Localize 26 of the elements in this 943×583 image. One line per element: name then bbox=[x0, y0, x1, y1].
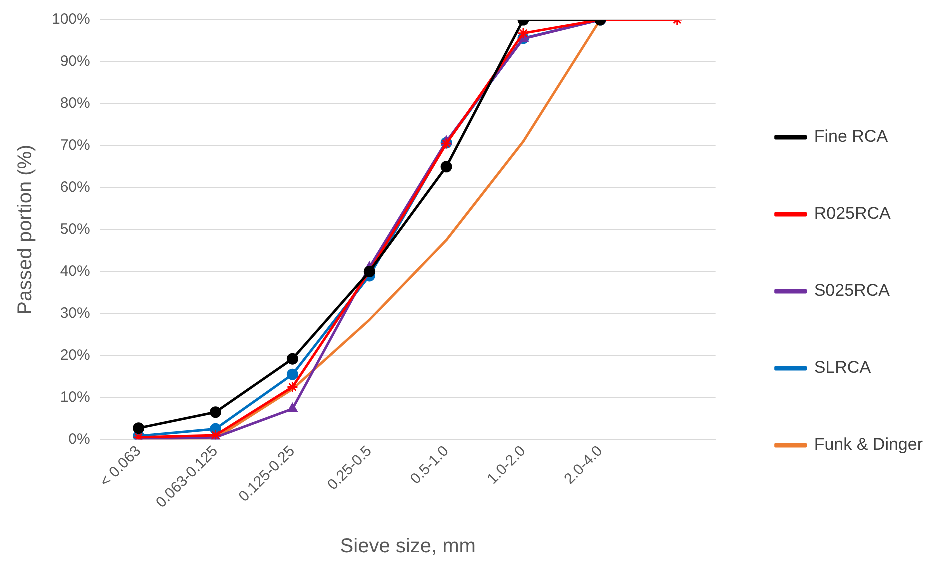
y-tick-label: 100% bbox=[52, 11, 90, 28]
y-tick-label: 80% bbox=[60, 95, 90, 112]
legend-label: S025RCA bbox=[814, 281, 891, 300]
y-tick-label: 0% bbox=[68, 430, 90, 448]
y-axis-title: Passed portion (%) bbox=[14, 144, 37, 315]
x-axis-title: Sieve size, mm bbox=[340, 536, 476, 558]
legend-label: SLRCA bbox=[814, 358, 872, 378]
y-tick-label: 60% bbox=[60, 179, 90, 196]
y-tick-label: 30% bbox=[60, 304, 90, 322]
point bbox=[288, 403, 298, 412]
legend-label: Funk & Dinger bbox=[814, 435, 924, 454]
point bbox=[518, 28, 530, 40]
y-tick-label: 50% bbox=[60, 220, 90, 238]
point bbox=[286, 368, 298, 380]
legend-label: R025RCA bbox=[814, 204, 892, 224]
point bbox=[286, 353, 298, 365]
y-tick-label: 90% bbox=[60, 53, 90, 70]
point bbox=[210, 406, 222, 418]
legend-label: Fine RCA bbox=[814, 127, 889, 146]
y-tick-label: 70% bbox=[60, 137, 90, 154]
y-tick-label: 20% bbox=[60, 346, 90, 364]
y-tick-label: 10% bbox=[60, 388, 90, 406]
point bbox=[133, 422, 145, 434]
y-tick-label: 40% bbox=[60, 262, 90, 280]
point bbox=[286, 381, 298, 393]
point bbox=[440, 161, 452, 173]
